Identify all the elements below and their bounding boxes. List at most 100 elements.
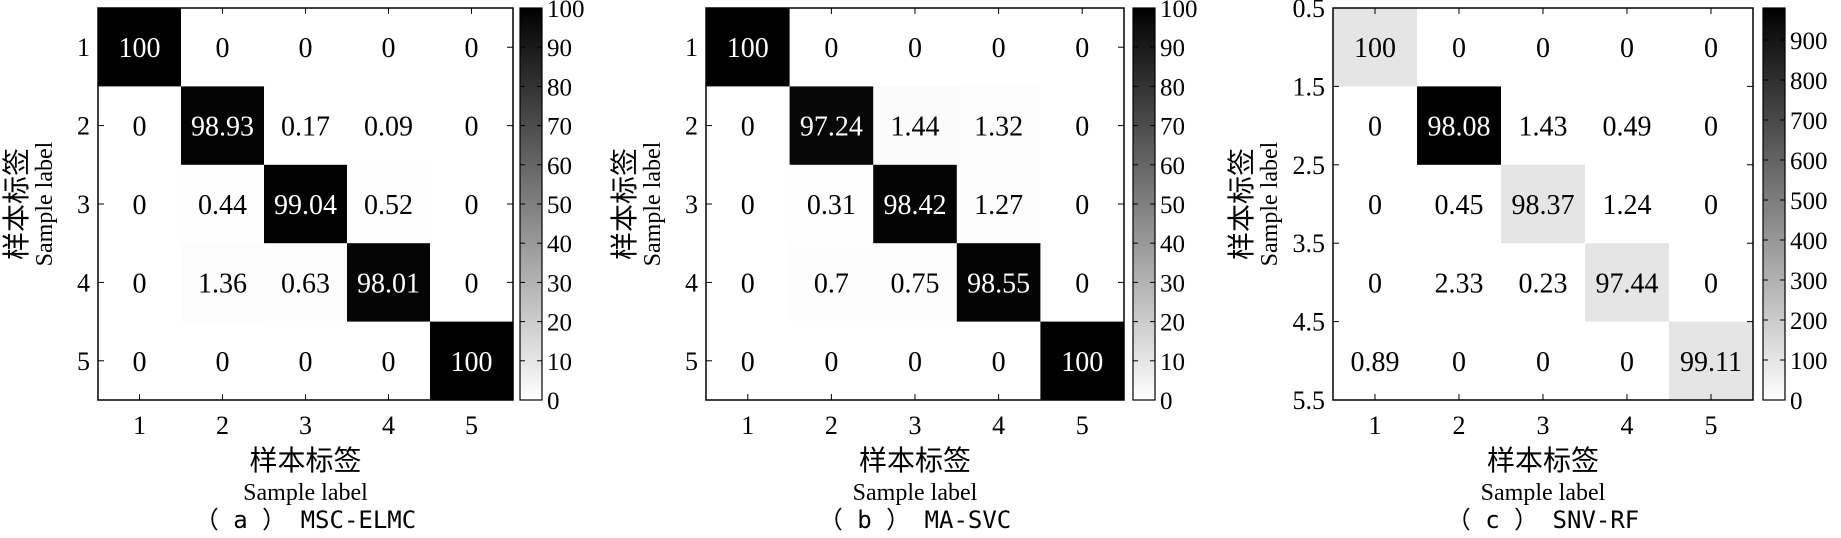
cell-value-label: 1.32	[974, 112, 1023, 143]
matrix-cell	[1417, 243, 1502, 323]
cell-value-label: 0	[1075, 268, 1089, 299]
cell-value-label: 0	[299, 33, 313, 64]
y-tick-label: 5	[77, 347, 90, 376]
matrix-cell	[1417, 8, 1502, 87]
panel-caption: （ c ） SNV-RF	[1447, 506, 1640, 534]
matrix-cell	[181, 243, 265, 323]
matrix-cell	[1040, 243, 1125, 323]
colorbar-tick-label: 20	[547, 310, 572, 337]
matrix-cell	[1040, 164, 1125, 244]
matrix-cell	[1585, 8, 1670, 87]
x-tick-label: 4	[382, 411, 395, 440]
cell-value-label: 0.45	[1435, 190, 1484, 221]
matrix-cell	[873, 86, 958, 166]
x-axis-label-en: Sample label	[243, 480, 368, 506]
matrix-cell	[873, 164, 958, 244]
y-axis-label-en: Sample label	[640, 141, 666, 266]
colorbar-tick-label: 0	[1790, 388, 1803, 415]
cell-value-label: 0	[1620, 347, 1634, 378]
colorbar-tick-label: 90	[1160, 35, 1185, 62]
matrix-cell	[956, 8, 1041, 87]
cell-value-label: 0	[216, 347, 230, 378]
y-tick-label: 1.5	[1293, 72, 1326, 101]
x-tick-label: 4	[992, 411, 1005, 440]
x-tick-label: 1	[133, 411, 146, 440]
cell-value-label: 97.24	[800, 112, 863, 143]
matrix-cell	[1333, 86, 1418, 166]
y-tick-label: 3.5	[1293, 229, 1326, 258]
matrix-cell	[264, 243, 348, 323]
cell-value-label: 98.93	[191, 112, 254, 143]
matrix-cell	[789, 86, 874, 166]
cell-value-label: 1.43	[1519, 112, 1568, 143]
colorbar-tick-label: 90	[547, 35, 572, 62]
colorbar-tick-label: 800	[1790, 68, 1828, 95]
matrix-cell	[430, 321, 514, 401]
matrix-cell	[873, 8, 958, 87]
matrix-cell	[98, 8, 182, 87]
matrix-cell	[264, 86, 348, 166]
cell-value-label: 0	[741, 190, 755, 221]
cell-value-label: 0.09	[364, 112, 413, 143]
matrix-cell	[1040, 321, 1125, 401]
colorbar-tick-label: 40	[547, 231, 572, 258]
cell-value-label: 0	[1704, 112, 1718, 143]
y-axis-label-cn: 样本标签	[1225, 148, 1258, 260]
cell-value-label: 0.7	[814, 268, 849, 299]
colorbar-tick-label: 500	[1790, 188, 1828, 215]
cell-value-label: 98.01	[357, 268, 420, 299]
cell-value-label: 0	[1368, 268, 1382, 299]
cell-value-label: 0	[299, 347, 313, 378]
y-tick-label: 5	[685, 347, 698, 376]
matrix-cell	[789, 243, 874, 323]
matrix-cell	[873, 321, 958, 401]
y-tick-label: 0.5	[1293, 0, 1326, 23]
matrix-cell	[1501, 86, 1586, 166]
cell-value-label: 1.44	[891, 112, 940, 143]
matrix-cell	[956, 321, 1041, 401]
cell-value-label: 0.44	[198, 190, 247, 221]
colorbar-tick-label: 100	[1790, 348, 1828, 375]
colorbar	[1762, 7, 1786, 401]
cell-value-label: 98.42	[884, 190, 947, 221]
cell-value-label: 1.24	[1603, 190, 1652, 221]
colorbar-tick-label: 40	[1160, 231, 1185, 258]
cell-value-label: 0	[741, 112, 755, 143]
matrix-cell	[1501, 243, 1586, 323]
y-tick-label: 5.5	[1293, 386, 1326, 415]
colorbar-tick-label: 0	[547, 388, 560, 415]
confusion-matrix-panel-2: 100 0 0 0 00 97.24 1.44 1.32 00 0.31 98.42 1.27 00 0.…	[608, 0, 1198, 534]
cell-value-label: 0.31	[807, 190, 856, 221]
cell-value-label: 0	[465, 268, 479, 299]
matrix-cell	[1669, 86, 1754, 166]
cell-value-label: 0	[133, 347, 147, 378]
x-axis-label-cn: 样本标签	[1487, 444, 1599, 477]
matrix-cell	[98, 164, 182, 244]
matrix-cell	[706, 8, 791, 87]
cell-value-label: 0	[1368, 190, 1382, 221]
matrix-cell	[706, 321, 791, 401]
matrix-cell	[1040, 8, 1125, 87]
matrix-cell	[98, 321, 182, 401]
matrix-cell	[1501, 164, 1586, 244]
matrix-cell	[873, 243, 958, 323]
x-tick-label: 2	[216, 411, 229, 440]
matrix-cell	[347, 164, 431, 244]
cell-value-label: 100	[119, 33, 161, 64]
matrix-cell	[347, 321, 431, 401]
cell-value-label: 0.75	[891, 268, 940, 299]
matrix-cell	[98, 243, 182, 323]
panel-caption: （ a ） MSC-ELMC	[195, 506, 416, 534]
cell-value-label: 0	[133, 112, 147, 143]
y-axis-label-en: Sample label	[32, 141, 58, 266]
matrix-cell	[1585, 164, 1670, 244]
x-tick-label: 5	[465, 411, 478, 440]
cell-value-label: 0	[1704, 190, 1718, 221]
matrix-cell	[264, 164, 348, 244]
x-axis-label-cn: 样本标签	[249, 444, 361, 477]
matrix-cell	[1669, 321, 1754, 401]
cell-value-label: 0	[741, 347, 755, 378]
y-tick-label: 1	[77, 33, 90, 62]
cell-value-label: 97.44	[1596, 268, 1659, 299]
cell-value-label: 0	[1536, 347, 1550, 378]
